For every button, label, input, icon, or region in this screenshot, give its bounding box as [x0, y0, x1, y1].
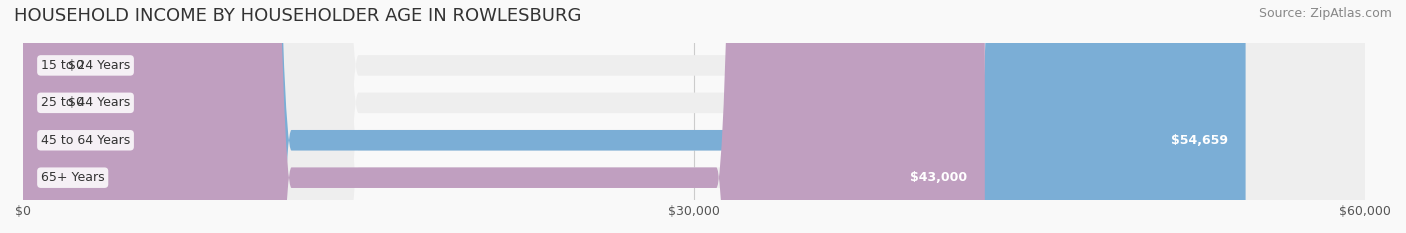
- Text: Source: ZipAtlas.com: Source: ZipAtlas.com: [1258, 7, 1392, 20]
- Text: 15 to 24 Years: 15 to 24 Years: [41, 59, 131, 72]
- Text: 25 to 44 Years: 25 to 44 Years: [41, 96, 131, 109]
- Text: 45 to 64 Years: 45 to 64 Years: [41, 134, 131, 147]
- Text: $54,659: $54,659: [1171, 134, 1227, 147]
- FancyBboxPatch shape: [22, 0, 1365, 233]
- Text: $43,000: $43,000: [910, 171, 967, 184]
- FancyBboxPatch shape: [22, 0, 1365, 233]
- FancyBboxPatch shape: [22, 0, 56, 233]
- Text: $0: $0: [67, 59, 84, 72]
- FancyBboxPatch shape: [22, 0, 984, 233]
- FancyBboxPatch shape: [22, 0, 1365, 233]
- Text: 65+ Years: 65+ Years: [41, 171, 104, 184]
- Text: HOUSEHOLD INCOME BY HOUSEHOLDER AGE IN ROWLESBURG: HOUSEHOLD INCOME BY HOUSEHOLDER AGE IN R…: [14, 7, 582, 25]
- Text: $0: $0: [67, 96, 84, 109]
- FancyBboxPatch shape: [22, 0, 1246, 233]
- FancyBboxPatch shape: [22, 0, 1365, 233]
- FancyBboxPatch shape: [22, 0, 56, 233]
